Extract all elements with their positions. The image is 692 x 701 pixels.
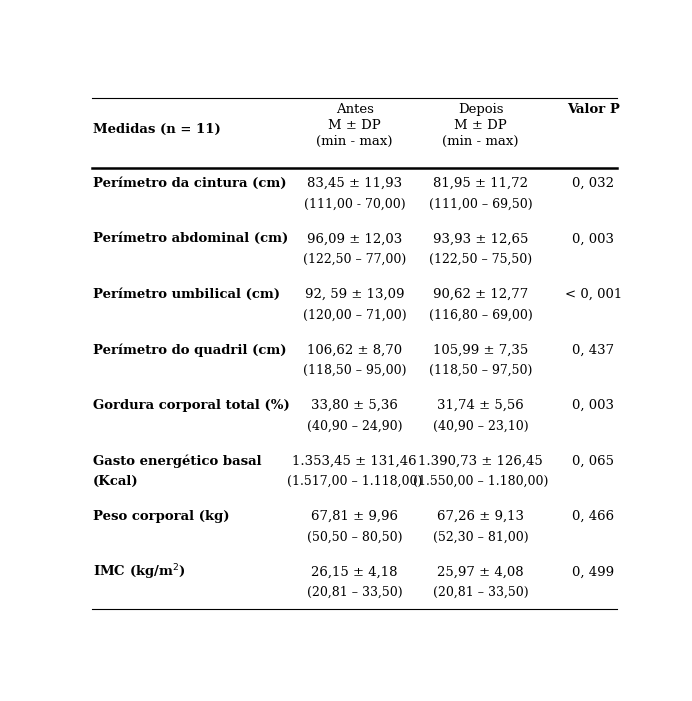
Text: 0, 437: 0, 437 [572,343,614,356]
Text: 81,95 ± 11,72: 81,95 ± 11,72 [433,177,528,190]
Text: 90,62 ± 12,77: 90,62 ± 12,77 [433,288,528,301]
Text: Gordura corporal total (%): Gordura corporal total (%) [93,399,290,412]
Text: 0, 032: 0, 032 [572,177,614,190]
Text: 105,99 ± 7,35: 105,99 ± 7,35 [433,343,528,356]
Text: Perímetro abdominal (cm): Perímetro abdominal (cm) [93,232,288,245]
Text: M ± DP: M ± DP [328,119,381,132]
Text: (116,80 – 69,00): (116,80 – 69,00) [429,308,533,322]
Text: (52,30 – 81,00): (52,30 – 81,00) [433,531,529,543]
Text: Gasto energético basal: Gasto energético basal [93,454,262,468]
Text: (min - max): (min - max) [316,135,393,149]
Text: (118,50 – 95,00): (118,50 – 95,00) [303,364,406,377]
Text: (1.550,00 – 1.180,00): (1.550,00 – 1.180,00) [413,475,548,488]
Text: 106,62 ± 8,70: 106,62 ± 8,70 [307,343,402,356]
Text: 0, 065: 0, 065 [572,454,614,468]
Text: 31,74 ± 5,56: 31,74 ± 5,56 [437,399,524,412]
Text: (min - max): (min - max) [442,135,519,149]
Text: (20,81 – 33,50): (20,81 – 33,50) [433,586,529,599]
Text: (122,50 – 75,50): (122,50 – 75,50) [429,253,532,266]
Text: (120,00 – 71,00): (120,00 – 71,00) [303,308,406,322]
Text: 0, 499: 0, 499 [572,566,614,578]
Text: 26,15 ± 4,18: 26,15 ± 4,18 [311,566,398,578]
Text: IMC (kg/m$^2$): IMC (kg/m$^2$) [93,562,186,582]
Text: (Kcal): (Kcal) [93,475,138,488]
Text: Perímetro do quadril (cm): Perímetro do quadril (cm) [93,343,286,357]
Text: 93,93 ± 12,65: 93,93 ± 12,65 [433,232,529,245]
Text: Antes: Antes [336,103,374,116]
Text: 67,81 ± 9,96: 67,81 ± 9,96 [311,510,398,523]
Text: 67,26 ± 9,13: 67,26 ± 9,13 [437,510,524,523]
Text: Valor P: Valor P [567,103,620,116]
Text: (50,50 – 80,50): (50,50 – 80,50) [307,531,403,543]
Text: 83,45 ± 11,93: 83,45 ± 11,93 [307,177,402,190]
Text: 92, 59 ± 13,09: 92, 59 ± 13,09 [305,288,404,301]
Text: (20,81 – 33,50): (20,81 – 33,50) [307,586,403,599]
Text: 0, 003: 0, 003 [572,399,614,412]
Text: 33,80 ± 5,36: 33,80 ± 5,36 [311,399,398,412]
Text: Depois: Depois [458,103,504,116]
Text: (122,50 – 77,00): (122,50 – 77,00) [303,253,406,266]
Text: 25,97 ± 4,08: 25,97 ± 4,08 [437,566,524,578]
Text: Medidas (n = 11): Medidas (n = 11) [93,123,221,136]
Text: (40,90 – 23,10): (40,90 – 23,10) [433,419,529,433]
Text: 1.353,45 ± 131,46: 1.353,45 ± 131,46 [292,454,417,468]
Text: < 0, 001: < 0, 001 [565,288,622,301]
Text: Perímetro umbilical (cm): Perímetro umbilical (cm) [93,288,280,301]
Text: (111,00 – 69,50): (111,00 – 69,50) [429,198,532,210]
Text: (111,00 - 70,00): (111,00 - 70,00) [304,198,406,210]
Text: Peso corporal (kg): Peso corporal (kg) [93,510,230,523]
Text: M ± DP: M ± DP [455,119,507,132]
Text: 0, 466: 0, 466 [572,510,614,523]
Text: 0, 003: 0, 003 [572,232,614,245]
Text: Perímetro da cintura (cm): Perímetro da cintura (cm) [93,177,286,190]
Text: (118,50 – 97,50): (118,50 – 97,50) [429,364,532,377]
Text: 96,09 ± 12,03: 96,09 ± 12,03 [307,232,402,245]
Text: (1.517,00 – 1.118,00): (1.517,00 – 1.118,00) [287,475,422,488]
Text: (40,90 – 24,90): (40,90 – 24,90) [307,419,403,433]
Text: 1.390,73 ± 126,45: 1.390,73 ± 126,45 [418,454,543,468]
